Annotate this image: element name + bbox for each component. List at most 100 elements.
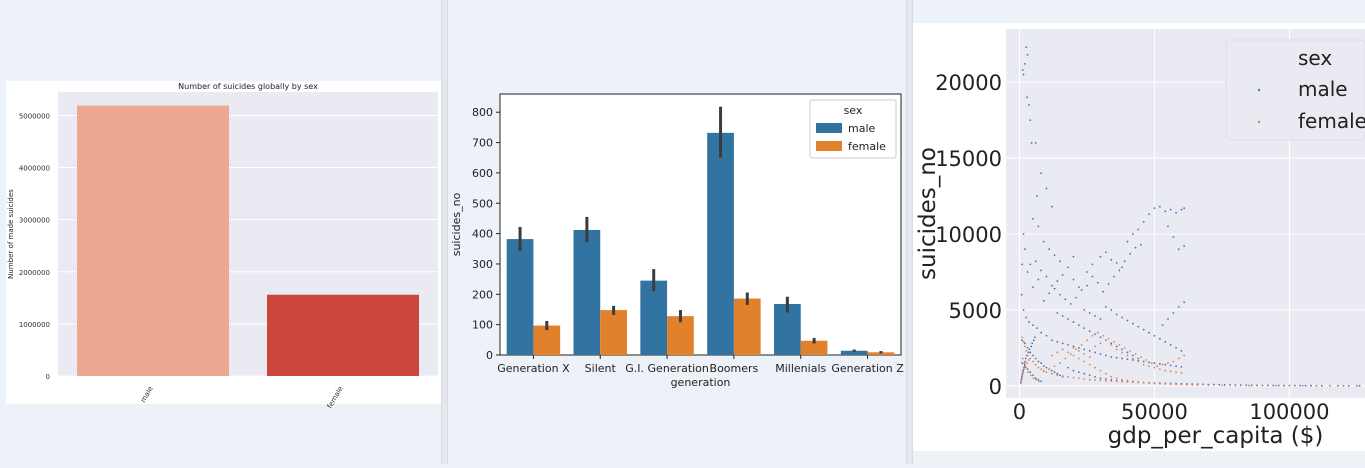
point-male — [1040, 331, 1042, 334]
point-female — [1072, 354, 1075, 357]
point-female — [1107, 337, 1110, 340]
point-female — [1038, 380, 1040, 383]
point-female — [1080, 343, 1083, 346]
panel-generation: 0 100 200 300 400 500 600 700 800 Generation X Sil… — [448, 0, 907, 464]
legend-box — [1225, 39, 1365, 141]
point-male — [1032, 217, 1034, 220]
point-male — [1140, 243, 1142, 246]
bar-male — [707, 132, 734, 355]
point-male — [1024, 357, 1027, 360]
x-tick-label: Silent — [585, 362, 617, 375]
point-male — [1169, 343, 1172, 346]
point-male — [1123, 260, 1126, 263]
point-female — [1148, 382, 1150, 385]
point-male — [1040, 362, 1042, 364]
point-male — [1250, 384, 1253, 387]
point-female — [1026, 354, 1029, 357]
point-female — [1191, 384, 1194, 386]
point-female — [1134, 353, 1137, 355]
point-male — [1096, 281, 1099, 284]
point-female — [1288, 384, 1291, 387]
point-female — [1088, 356, 1091, 358]
point-female — [1067, 351, 1069, 354]
point-male — [1180, 365, 1183, 368]
point-male — [1033, 336, 1036, 339]
point-male — [1025, 46, 1028, 49]
x-tick-label: 0 — [1013, 400, 1026, 424]
point-female — [1148, 365, 1150, 368]
point-male — [1121, 348, 1123, 351]
point-male — [1040, 269, 1042, 272]
point-male — [1164, 210, 1167, 213]
x-tick-label: 100000 — [1249, 400, 1329, 424]
point-male — [1148, 331, 1150, 334]
point-male — [1064, 298, 1067, 301]
point-male — [1021, 263, 1024, 266]
panel-divider — [906, 0, 913, 464]
point-female — [1126, 379, 1129, 382]
point-female — [1104, 372, 1107, 375]
point-male — [1077, 324, 1080, 327]
point-female — [1172, 360, 1175, 363]
point-female — [1140, 356, 1142, 358]
y-axis-label: suicides_no — [915, 147, 941, 280]
point-male — [1283, 384, 1285, 387]
point-female — [1022, 371, 1025, 374]
legend-label-female: female — [1298, 109, 1365, 133]
point-female — [1050, 354, 1053, 357]
point-male — [1148, 213, 1150, 216]
point-male — [1183, 301, 1186, 304]
point-male — [1028, 104, 1030, 106]
point-male — [1029, 371, 1032, 374]
point-male — [1075, 296, 1078, 299]
point-male — [1031, 342, 1034, 345]
x-axis-label: gdp_per_capita ($) — [1108, 423, 1324, 449]
point-female — [1088, 378, 1091, 381]
point-male — [1167, 318, 1169, 320]
point-male — [1059, 260, 1061, 263]
point-male — [1026, 346, 1029, 349]
chart-suicides-vs-gdp: 0 5000 10000 15000 20000 0 50000 100000gdp_per_… — [913, 23, 1365, 451]
point-female — [1027, 371, 1030, 374]
x-tick-label: G.I. Generation — [625, 362, 709, 375]
point-female — [1048, 368, 1051, 371]
point-male — [1029, 119, 1032, 122]
point-female — [1137, 360, 1140, 363]
bar-female — [733, 298, 761, 355]
point-male — [1158, 362, 1161, 365]
point-male — [1022, 73, 1025, 76]
point-male — [1030, 141, 1033, 144]
point-male — [1019, 381, 1022, 384]
point-male — [1277, 384, 1280, 387]
point-male — [1061, 274, 1064, 276]
point-female — [1153, 366, 1156, 369]
legend-swatch-male — [816, 123, 842, 133]
point-female — [1221, 384, 1223, 387]
y-tick-label: 1000000 — [19, 321, 50, 329]
bar-female — [600, 310, 627, 355]
point-male — [1023, 366, 1025, 369]
y-tick-label: 0 — [989, 375, 1002, 399]
legend-title: sex — [1298, 46, 1332, 70]
point-male — [1091, 275, 1094, 278]
chart-suicides-by-generation: 0 100 200 300 400 500 600 700 800 Generation X Sil… — [450, 93, 904, 389]
point-male — [1121, 316, 1123, 319]
point-female — [1053, 365, 1056, 368]
point-female — [1185, 383, 1188, 386]
point-female — [1302, 384, 1304, 387]
point-male — [1126, 351, 1129, 354]
point-male — [1023, 248, 1026, 251]
point-male — [1021, 339, 1024, 342]
point-female — [1248, 384, 1250, 387]
point-female — [1175, 371, 1177, 374]
point-male — [1026, 271, 1029, 273]
point-male — [1088, 350, 1091, 352]
point-female — [1129, 350, 1132, 352]
y-tick-label: 0 — [486, 349, 493, 362]
legend-label-male: male — [848, 122, 876, 135]
point-male — [1153, 362, 1156, 364]
point-male — [1048, 292, 1051, 295]
point-male — [1083, 327, 1086, 330]
point-male — [1153, 334, 1156, 337]
point-female — [1121, 351, 1123, 354]
